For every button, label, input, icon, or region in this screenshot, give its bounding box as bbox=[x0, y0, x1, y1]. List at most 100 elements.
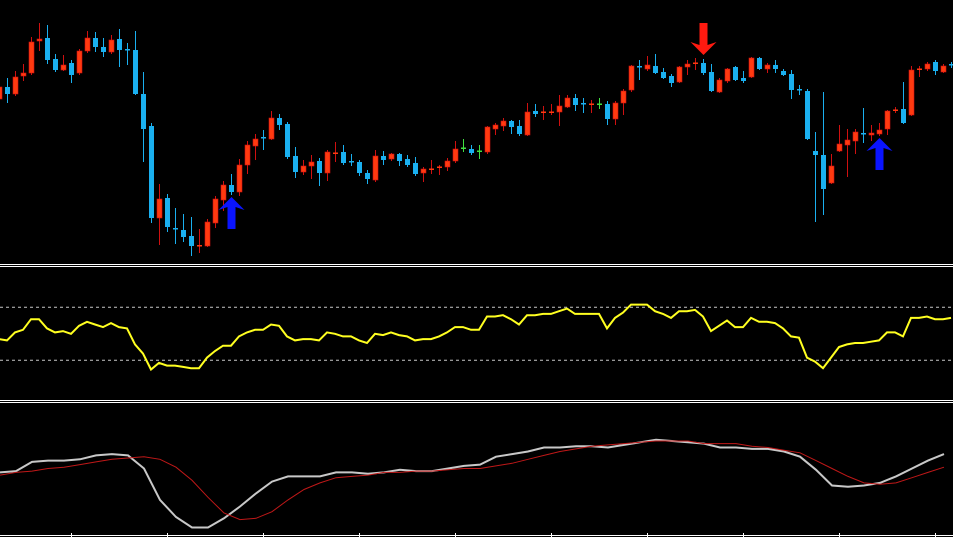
candle-body bbox=[444, 160, 451, 168]
candle-body bbox=[589, 103, 594, 105]
price-panel[interactable] bbox=[0, 23, 953, 256]
bullish-candle bbox=[420, 167, 427, 182]
bullish-candle bbox=[452, 141, 459, 163]
candle-body bbox=[884, 110, 891, 130]
candle-body bbox=[797, 89, 802, 91]
bearish-candle bbox=[397, 153, 402, 166]
candle-body bbox=[413, 163, 418, 174]
red-signal-line bbox=[0, 440, 945, 521]
candle-body bbox=[76, 50, 83, 74]
candle-body bbox=[461, 147, 466, 149]
candle-body bbox=[469, 149, 474, 153]
bearish-candle bbox=[669, 74, 674, 87]
candle-body bbox=[84, 37, 91, 52]
candle-body bbox=[357, 162, 362, 173]
panel-separator-2[interactable] bbox=[0, 400, 953, 403]
bullish-candle bbox=[684, 60, 691, 75]
bearish-candle bbox=[141, 72, 146, 162]
bullish-candle bbox=[556, 95, 563, 126]
candle-body bbox=[277, 118, 282, 125]
bearish-candle bbox=[93, 32, 98, 52]
bullish-candle bbox=[893, 107, 898, 113]
lower-indicator-panel[interactable] bbox=[0, 438, 945, 529]
candle-body bbox=[764, 64, 771, 70]
candle-body bbox=[724, 68, 731, 82]
candle-body bbox=[268, 117, 275, 140]
bearish-candle bbox=[901, 82, 906, 124]
bullish-candle bbox=[940, 64, 947, 73]
candle-body bbox=[805, 91, 810, 139]
bearish-candle bbox=[293, 147, 298, 178]
candle-body bbox=[716, 79, 723, 93]
candle-body bbox=[533, 111, 538, 114]
bullish-candle bbox=[868, 125, 875, 141]
bullish-candle bbox=[236, 159, 243, 196]
bearish-candle bbox=[45, 25, 50, 64]
bullish-candle bbox=[300, 160, 307, 175]
bullish-candle bbox=[444, 158, 451, 171]
candle-body bbox=[101, 47, 106, 52]
candle-body bbox=[5, 87, 10, 94]
bearish-candle bbox=[573, 94, 578, 111]
bearish-candle bbox=[701, 59, 706, 75]
panel-separator-1[interactable] bbox=[0, 264, 953, 267]
bullish-candle bbox=[836, 125, 843, 152]
candle-body bbox=[612, 102, 619, 120]
bearish-candle bbox=[181, 214, 186, 242]
bullish-candle bbox=[20, 64, 27, 81]
doji-candle bbox=[597, 98, 602, 109]
bearish-candle bbox=[381, 151, 386, 165]
signal-arrows bbox=[218, 23, 893, 229]
candle-body bbox=[541, 111, 546, 113]
candle-body bbox=[437, 166, 442, 168]
bullish-candle bbox=[108, 35, 115, 54]
candle-body bbox=[341, 152, 346, 163]
bearish-candle bbox=[813, 132, 818, 222]
bullish-candle bbox=[76, 49, 83, 75]
candle-body bbox=[60, 64, 67, 71]
bullish-candle bbox=[244, 141, 251, 174]
candle-body bbox=[757, 58, 762, 69]
candle-body bbox=[940, 65, 947, 73]
candle-body bbox=[933, 62, 938, 71]
candle-body bbox=[0, 86, 3, 100]
bearish-candle bbox=[189, 217, 194, 256]
bullish-candle bbox=[84, 31, 91, 53]
bearish-candle bbox=[469, 145, 474, 155]
candle-body bbox=[701, 63, 706, 73]
candle-body bbox=[20, 72, 27, 77]
doji-candle bbox=[461, 139, 466, 152]
bullish-candle bbox=[500, 118, 507, 131]
candle-body bbox=[117, 39, 122, 50]
doji-candle bbox=[477, 145, 482, 159]
bullish-candle bbox=[628, 65, 635, 92]
bearish-candle bbox=[581, 98, 586, 113]
oscillator-panel[interactable] bbox=[0, 303, 953, 372]
bullish-candle bbox=[492, 123, 499, 135]
candle-body bbox=[36, 38, 43, 42]
bearish-candle bbox=[405, 155, 410, 167]
bearish-candle bbox=[797, 85, 802, 95]
buy-arrow-icon bbox=[218, 197, 245, 229]
bullish-candle bbox=[324, 150, 331, 181]
candle-body bbox=[429, 168, 434, 170]
candle-body bbox=[781, 71, 786, 75]
bearish-candle bbox=[349, 154, 354, 166]
bearish-candle bbox=[5, 78, 10, 103]
candle-body bbox=[397, 154, 402, 161]
bearish-candle bbox=[165, 194, 170, 232]
candle-body bbox=[244, 144, 251, 166]
candle-body bbox=[676, 66, 683, 83]
bearish-candle bbox=[117, 29, 122, 67]
candle-body bbox=[669, 76, 674, 83]
candle-body bbox=[620, 90, 627, 104]
bullish-candle bbox=[12, 71, 19, 96]
time-axis bbox=[0, 533, 953, 537]
bearish-candle bbox=[861, 108, 866, 143]
candle-body bbox=[813, 151, 818, 155]
candle-body bbox=[236, 164, 243, 193]
bullish-candle bbox=[549, 104, 554, 115]
bearish-candle bbox=[733, 66, 738, 81]
bullish-candle bbox=[908, 66, 915, 116]
